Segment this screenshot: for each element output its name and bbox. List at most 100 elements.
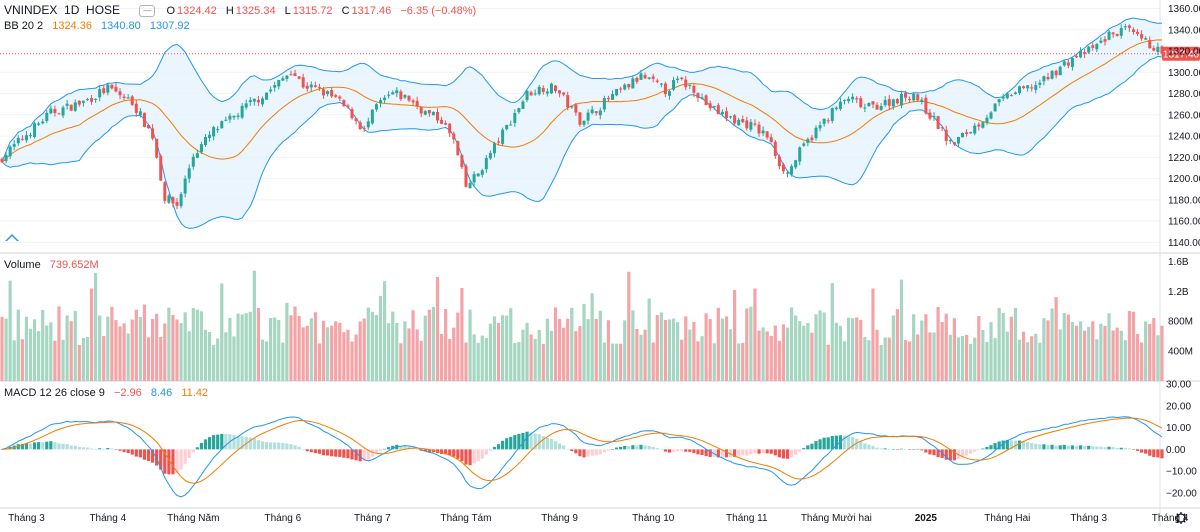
macd-histogram-bar — [574, 449, 578, 454]
volume-layer — [0, 270, 1164, 381]
volume-bar — [928, 332, 932, 381]
volume-bar — [281, 342, 285, 381]
minus-icon[interactable]: — — [139, 5, 156, 18]
volume-bar — [614, 343, 619, 381]
volume-bar — [167, 307, 171, 381]
volume-bar — [195, 309, 199, 381]
volume-bar — [663, 319, 668, 381]
volume-bar — [37, 330, 41, 381]
candle — [374, 103, 378, 112]
candle — [948, 138, 952, 145]
change-value: −6.35 (−0.48%) — [400, 5, 477, 17]
candle — [379, 97, 383, 108]
volume-bar — [643, 329, 647, 381]
volume-bar — [159, 336, 163, 381]
candle-body — [374, 104, 378, 110]
macd-histogram-bar — [1042, 444, 1046, 450]
candle-body — [594, 111, 598, 114]
volume-bar — [639, 334, 643, 381]
volume-bar — [879, 344, 883, 381]
candle — [1119, 24, 1123, 39]
volume-bar — [260, 339, 265, 381]
volume-bar — [635, 328, 639, 381]
candle — [696, 92, 700, 103]
volume-bar — [183, 312, 187, 381]
volume-bar — [228, 317, 232, 381]
volume-bar — [895, 309, 899, 381]
candle — [85, 97, 89, 101]
volume-bar — [403, 321, 407, 381]
candle — [460, 154, 464, 170]
macd-histogram-bar — [509, 436, 513, 450]
candle-body — [130, 96, 134, 105]
candle — [940, 125, 944, 132]
time-tick-label: Tháng 4 — [1152, 513, 1189, 524]
macd-histogram-bar — [195, 447, 199, 450]
candle-body — [834, 107, 838, 110]
candle-body — [1156, 46, 1160, 53]
macd-histogram-bar — [236, 436, 240, 450]
macd-histogram-bar — [940, 449, 944, 458]
macd-histogram-bar — [1062, 444, 1066, 450]
macd-histogram-bar — [517, 433, 521, 450]
macd-histogram-bar — [826, 437, 830, 450]
candle-body — [444, 123, 448, 125]
candle — [623, 83, 627, 91]
candle-body — [639, 73, 643, 80]
chevron-up-icon[interactable] — [5, 234, 19, 241]
candle — [733, 113, 737, 126]
volume-bar — [366, 307, 370, 381]
candle-body — [663, 83, 667, 95]
volume-bar — [146, 337, 151, 381]
candle — [786, 170, 790, 178]
candle-body — [863, 107, 867, 109]
candle-body — [297, 76, 301, 79]
candle — [1115, 33, 1119, 37]
candle — [1005, 92, 1009, 100]
candle — [684, 75, 688, 91]
macd-histogram-bar — [1091, 446, 1095, 450]
candle-body — [118, 91, 122, 96]
candle — [208, 130, 212, 142]
candle — [45, 110, 49, 124]
volume-bar — [981, 329, 985, 381]
bb-legend[interactable]: BB 20 2 1324.36 1340.80 1307.92 — [4, 20, 196, 32]
volume-bar — [916, 334, 920, 381]
macd-legend[interactable]: MACD 12 26 close 9 −2.96 8.46 11.42 — [4, 387, 214, 399]
symbol-title[interactable]: VNINDEX 1D HOSE — [4, 3, 123, 17]
volume-bar — [745, 308, 749, 381]
candle-body — [65, 103, 69, 106]
macd-hist-value: 11.42 — [181, 387, 209, 399]
volume-bar — [297, 315, 301, 381]
macd-histogram-bar — [448, 449, 452, 456]
macd-histogram-bar — [610, 449, 615, 450]
macd-histogram-bar — [977, 449, 981, 451]
candle-body — [497, 141, 501, 143]
candle — [810, 134, 814, 143]
volume-legend[interactable]: Volume 739.652M — [4, 259, 105, 271]
candle-body — [240, 105, 244, 118]
macd-histogram-bar — [777, 449, 781, 458]
volume-bar — [89, 288, 94, 381]
candle — [1030, 83, 1034, 92]
candle-body — [395, 90, 399, 94]
macd-histogram-bar — [1046, 445, 1050, 450]
candle — [199, 141, 203, 155]
candle-body — [851, 96, 855, 100]
candle — [73, 99, 77, 112]
volume-bar — [781, 324, 786, 381]
volume-bar — [362, 318, 366, 381]
gear-icon[interactable] — [1175, 512, 1187, 524]
macd-histogram-bar — [1026, 441, 1030, 450]
candle-body — [187, 168, 191, 179]
macd-histogram-bar — [659, 449, 663, 450]
volume-bar — [106, 316, 110, 381]
macd-histogram-bar — [1119, 447, 1123, 450]
candle-body — [773, 141, 777, 157]
candle — [757, 121, 761, 137]
candle — [781, 162, 785, 174]
volume-bar — [708, 319, 712, 381]
volume-bar — [399, 343, 403, 381]
bollinger-band-fill — [2, 18, 1162, 229]
